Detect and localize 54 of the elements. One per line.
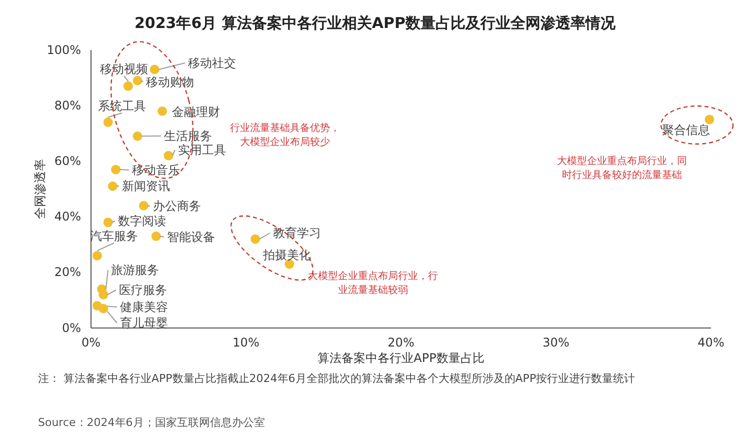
y-tick-label: 60% (54, 154, 81, 168)
chart-title: 2023年6月 算法备案中各行业相关APP数量占比及行业全网渗透率情况 (134, 14, 616, 32)
series-label: 新闻资讯 (122, 179, 170, 193)
series-label: 数字阅读 (118, 214, 166, 228)
y-tick-label: 40% (54, 210, 81, 224)
point (164, 150, 174, 160)
x-tick-label: 0% (81, 336, 101, 350)
point (123, 81, 133, 91)
x-tick-label: 20% (388, 336, 414, 350)
series-label: 移动视频 (100, 62, 148, 76)
x-tick-label: 30% (542, 336, 570, 350)
y-tick-label: 100% (46, 42, 81, 57)
series-label: 智能设备 (167, 230, 215, 244)
annotation: 大模型企业重点布局行业，行业流量基础较弱 (308, 270, 438, 296)
source-note: Source：2024年6月；国家互联网信息办公室 (38, 416, 265, 429)
y-axis-title: 全网渗透率 (33, 159, 47, 219)
point (150, 64, 160, 74)
series-label: 移动音乐 (132, 163, 180, 177)
point (250, 234, 260, 244)
y-tick-label: 20% (54, 265, 81, 280)
point (103, 118, 113, 127)
point (132, 76, 142, 86)
point (158, 106, 168, 116)
series-label: 实用工具 (178, 143, 226, 157)
series-label: 生活服务 (164, 129, 212, 143)
series-label: 金融理财 (172, 105, 220, 119)
series-label: 系统工具 (98, 99, 146, 113)
point (98, 290, 108, 300)
series-label: 育儿母婴 (120, 316, 168, 330)
series-label: 医疗服务 (119, 283, 167, 297)
series-label: 教育学习 (273, 226, 321, 240)
text: 注： 算法备案中各行业APP数量占比指截止2024年6月全部批次的算法备案中各个大模型所涉及的APP按行业进行数量统计 (38, 372, 636, 385)
point (98, 304, 108, 314)
text: 移动社交 (188, 56, 236, 70)
point (704, 114, 714, 124)
point (92, 251, 102, 260)
x-axis-title: 算法备案中各行业APP数量占比 (318, 351, 484, 365)
y-tick-label: 80% (54, 98, 81, 112)
annotation: 行业流量基础具备优势，大模型企业布局较少 (230, 122, 340, 148)
series-label: 办公商务 (153, 199, 201, 213)
annotation: 大模型企业重点布局行业，同时行业具备较好的流量基础 (557, 155, 687, 181)
point (103, 218, 113, 228)
y-tick-label: 0% (62, 320, 81, 335)
series-label: 移动购物 (146, 75, 194, 89)
series-label: 健康美容 (120, 300, 168, 314)
x-tick-label: 40% (698, 336, 724, 350)
x-tick-label: 10% (232, 336, 260, 350)
point (138, 200, 148, 210)
point (108, 182, 118, 191)
series-label: 旅游服务 (111, 263, 159, 277)
series-label: 聚合信息 (662, 123, 710, 137)
point (151, 232, 161, 241)
point (132, 131, 142, 141)
point (111, 164, 121, 174)
